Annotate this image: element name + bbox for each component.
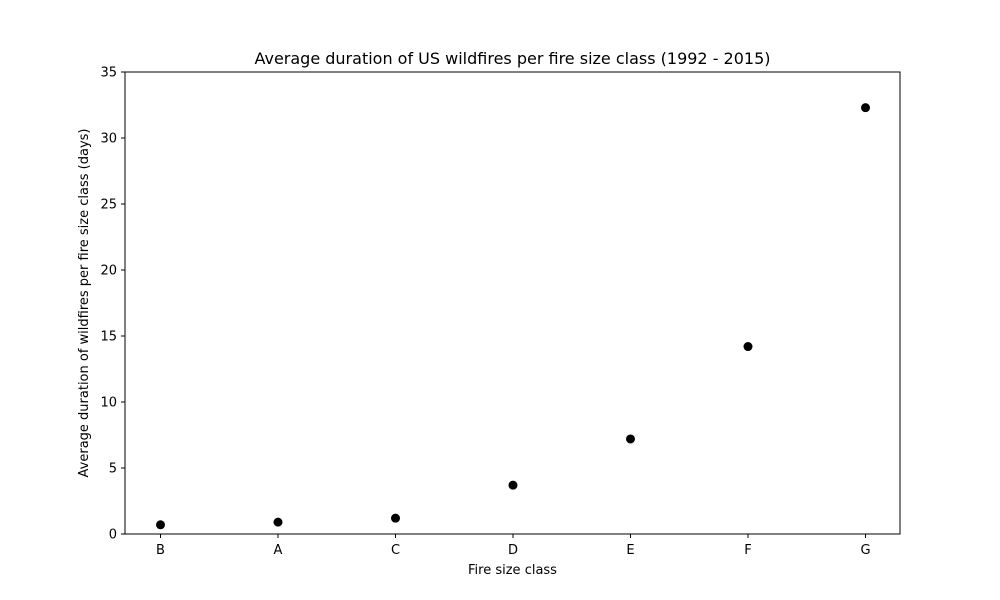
x-tick-label: A <box>274 543 283 558</box>
y-tick-label: 30 <box>100 132 117 147</box>
data-points <box>156 103 870 530</box>
x-tick-label: G <box>860 543 870 558</box>
data-point-E <box>626 434 635 444</box>
x-axis-label: Fire size class <box>468 563 557 578</box>
data-point-C <box>391 513 400 523</box>
y-axis-label: Average duration of wildfires per fire s… <box>77 129 92 478</box>
data-point-D <box>508 480 518 490</box>
plot-frame <box>124 71 901 535</box>
y-tick-label: 25 <box>100 198 117 213</box>
x-tick-label: D <box>508 543 518 558</box>
y-tick-label: 0 <box>109 528 117 543</box>
y-tick-label: 20 <box>100 264 117 279</box>
data-point-F <box>743 342 753 352</box>
x-tick-label: E <box>626 543 634 558</box>
y-axis: 0 5 10 15 20 25 30 35 <box>100 66 125 543</box>
data-point-A <box>273 517 283 527</box>
x-tick-label: B <box>156 543 165 558</box>
data-point-B <box>156 520 165 530</box>
chart-title: Average duration of US wildfires per fir… <box>254 49 770 68</box>
data-point-G <box>861 103 870 113</box>
y-tick-label: 5 <box>109 462 117 477</box>
x-tick-label: F <box>744 543 751 558</box>
y-tick-label: 35 <box>100 66 117 81</box>
x-tick-label: C <box>391 543 400 558</box>
y-tick-label: 15 <box>100 330 117 345</box>
y-tick-label: 10 <box>100 396 117 411</box>
